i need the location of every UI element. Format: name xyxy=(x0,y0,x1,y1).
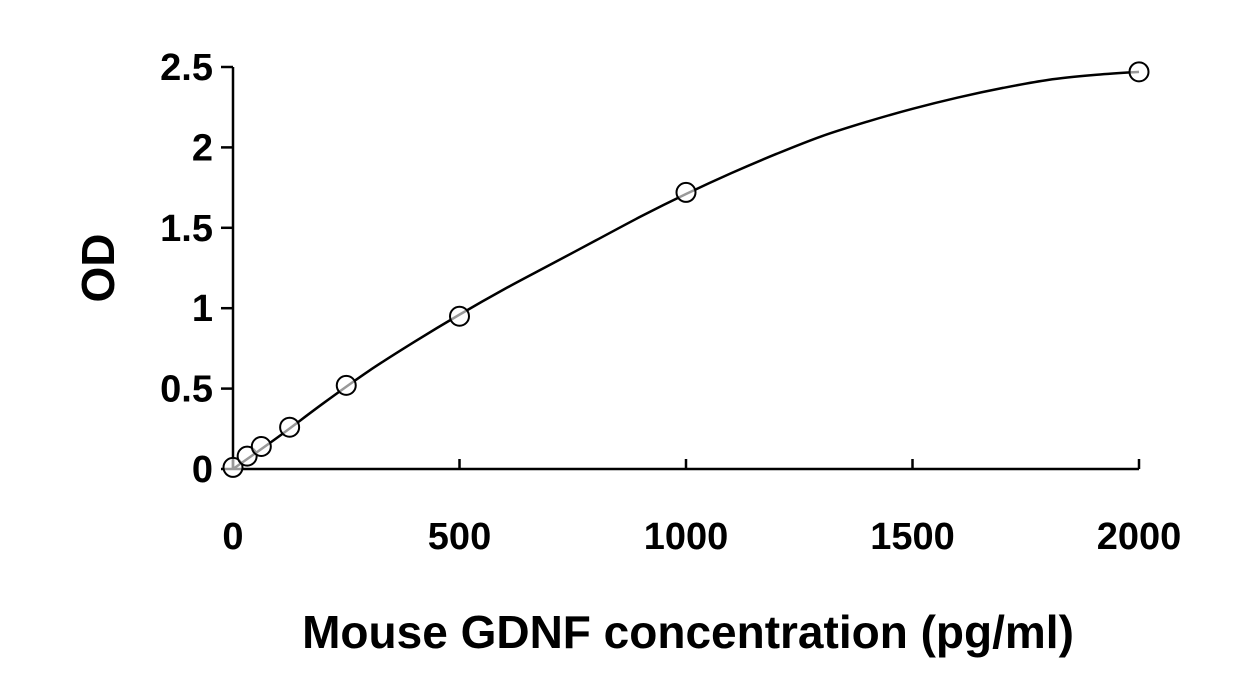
y-tick-label: 2 xyxy=(192,127,213,169)
data-point xyxy=(335,374,357,396)
data-point xyxy=(675,181,697,203)
data-point xyxy=(279,416,301,438)
fit-curve-line xyxy=(232,70,1140,471)
data-point xyxy=(250,435,272,457)
data-points xyxy=(222,61,1150,478)
data-point xyxy=(236,445,258,467)
axes xyxy=(231,67,1139,471)
data-point xyxy=(449,305,470,327)
x-tick-label: 0 xyxy=(222,516,243,558)
y-axis-title: OD xyxy=(72,234,124,303)
y-tick-label: 0 xyxy=(192,449,213,491)
data-point xyxy=(1128,61,1150,83)
y-tick-label: 2.5 xyxy=(160,47,213,89)
data-point xyxy=(222,456,244,478)
y-tick-label: 1.5 xyxy=(160,208,213,250)
x-tick-label: 500 xyxy=(428,516,491,558)
x-tick-label: 2000 xyxy=(1097,516,1182,558)
x-tick-label: 1500 xyxy=(870,516,955,558)
x-tick-label: 1000 xyxy=(644,516,729,558)
y-tick-label: 0.5 xyxy=(160,369,213,411)
x-axis-ticks: 0 500 1000 1500 2000 xyxy=(222,459,1181,558)
x-axis-title: Mouse GDNF concentration (pg/ml) xyxy=(302,606,1074,658)
y-tick-label: 1 xyxy=(192,288,213,330)
y-axis-ticks: 0 0.5 1 1.5 2 2.5 xyxy=(160,47,233,491)
